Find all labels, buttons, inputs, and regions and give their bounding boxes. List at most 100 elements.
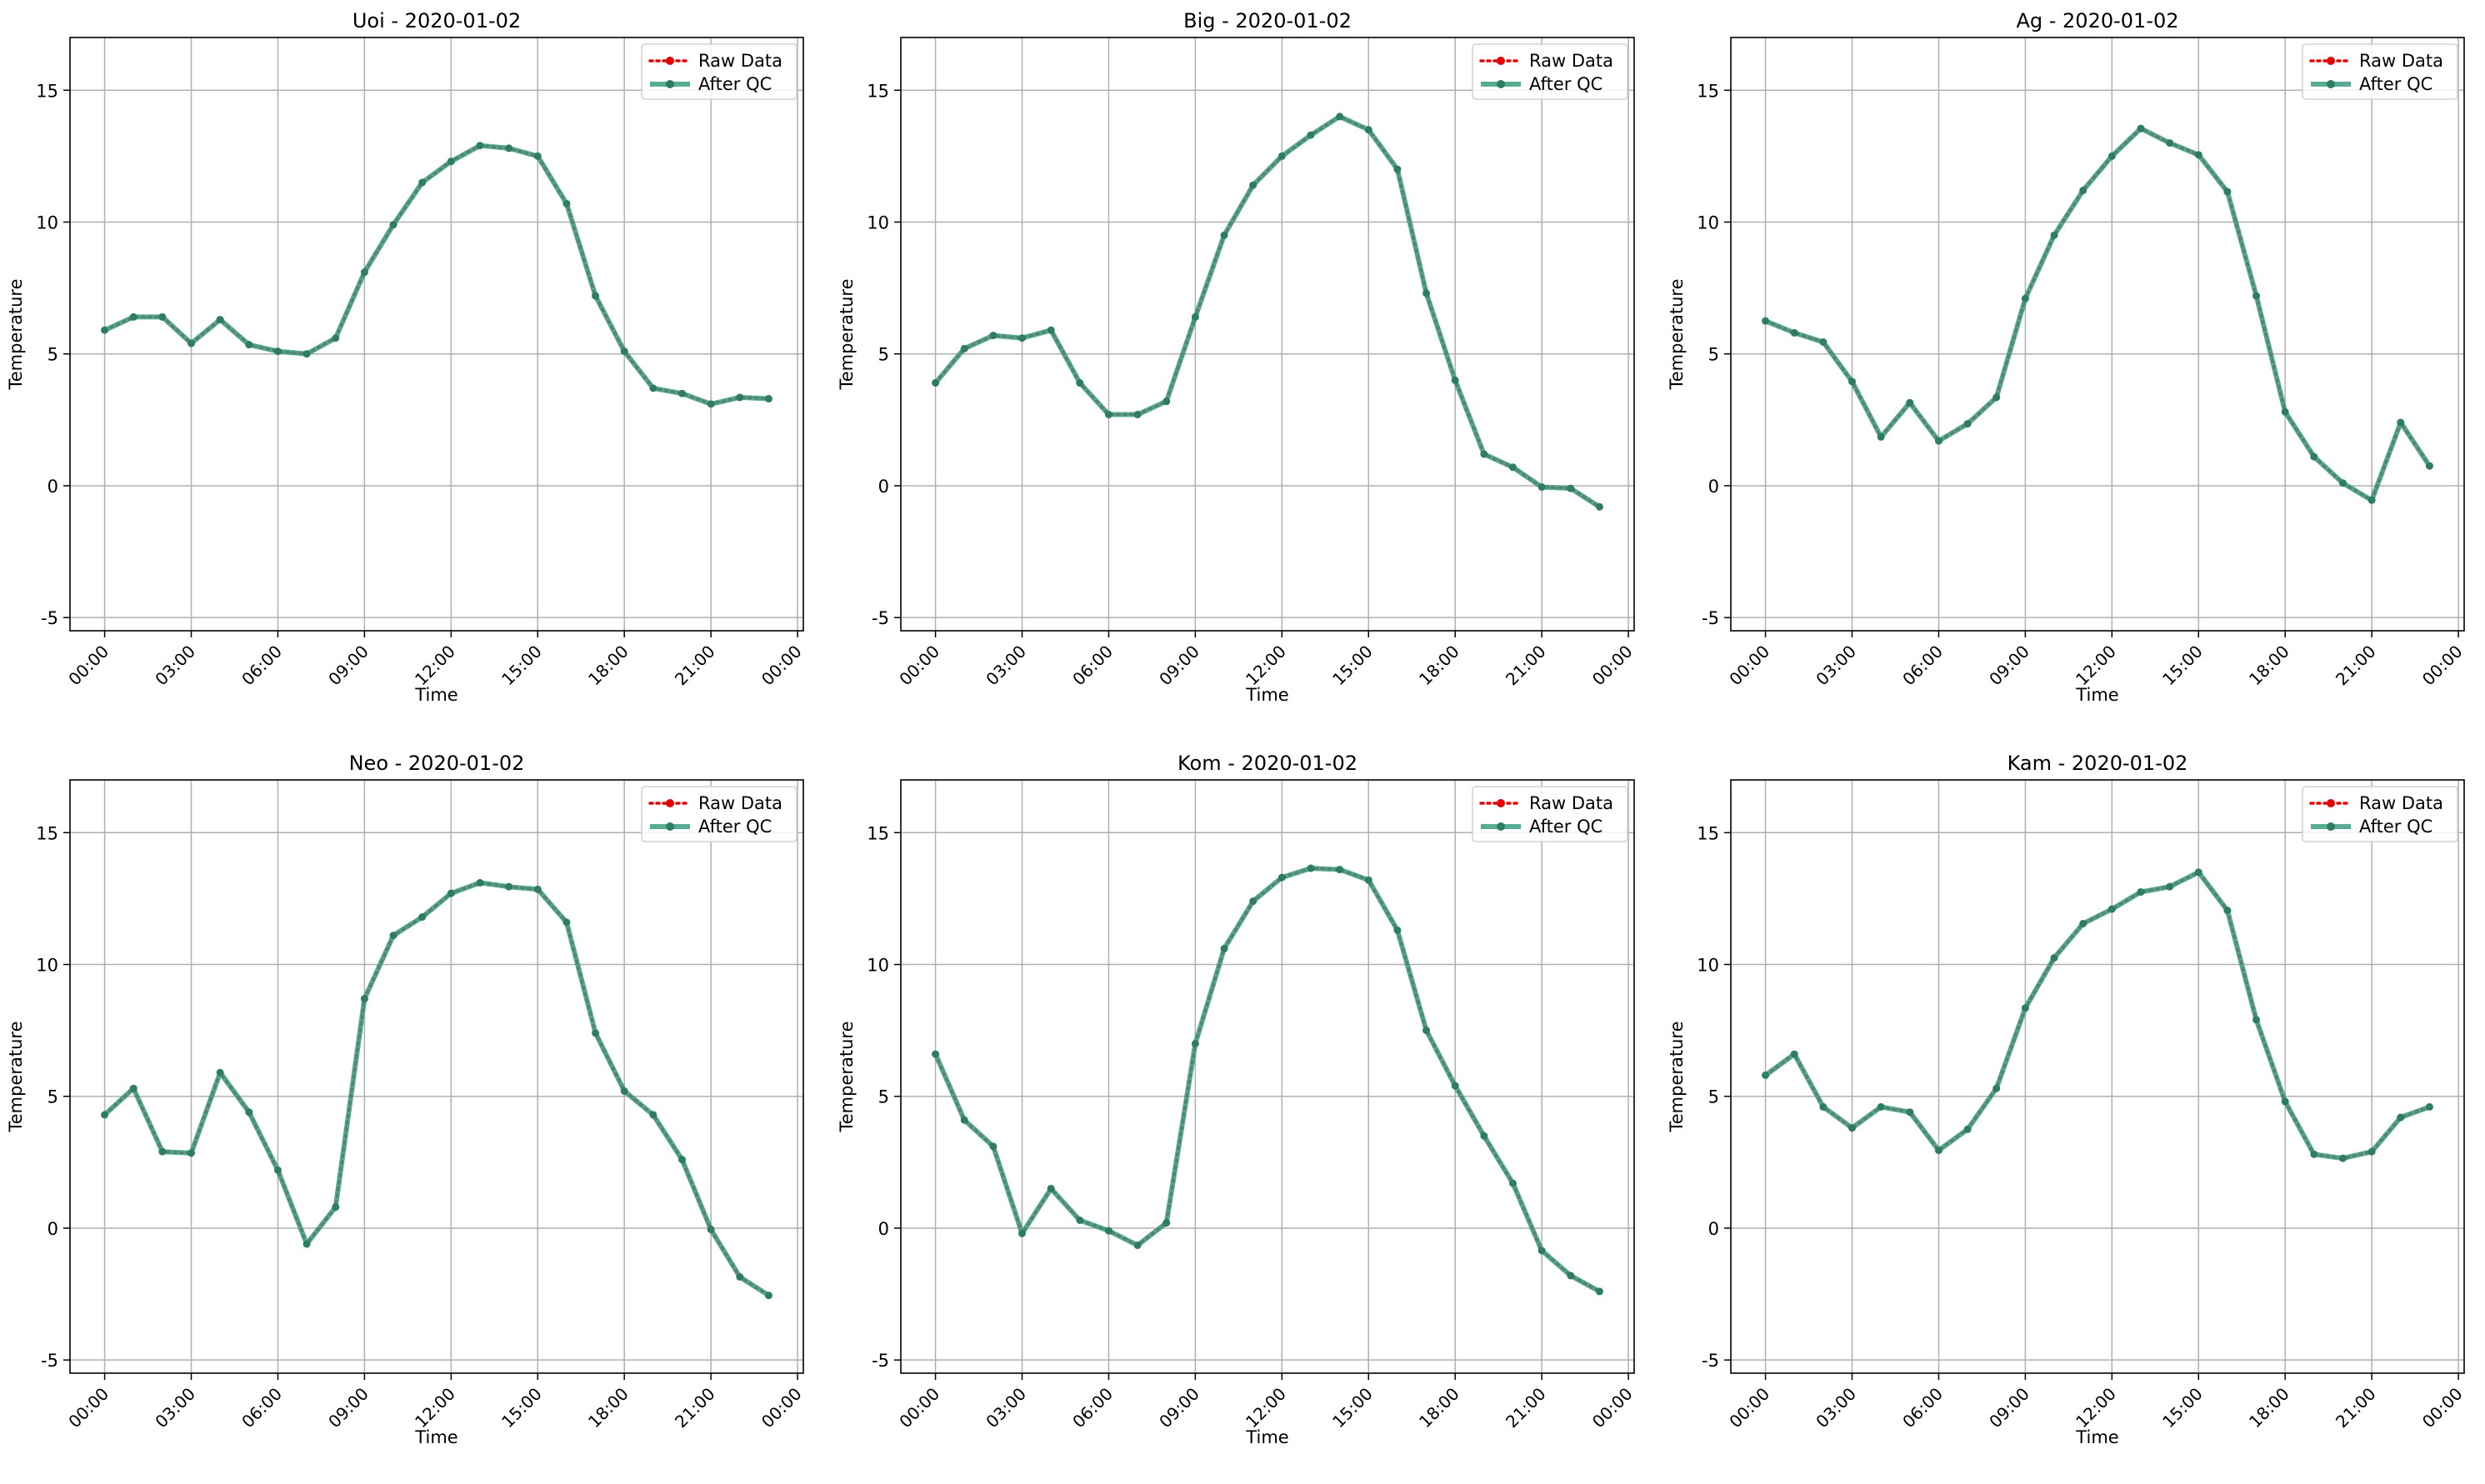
raw-data-line [102, 143, 771, 406]
after-qc-point [533, 152, 542, 160]
x-tick-label: 18:00 [1415, 642, 1463, 690]
after-qc-point [1508, 1179, 1517, 1187]
x-tick-label: 21:00 [2332, 642, 2380, 690]
series-after-qc [1762, 868, 2433, 1162]
after-qc-point [2397, 1113, 2405, 1122]
after-qc-point [1819, 1102, 1828, 1111]
y-axis-label: Temperature [837, 278, 857, 390]
x-tick-label: 00:00 [895, 642, 943, 690]
legend-raw-label: Raw Data [1529, 793, 1613, 813]
after-qc-point [1595, 502, 1603, 511]
after-qc-point [649, 384, 658, 392]
x-tick-label: 18:00 [2245, 1384, 2293, 1432]
chart-panel-2: Big - 2020-01-02 -5 0 5 10 15 00:00 03:00 06:00 0… [837, 9, 1637, 705]
series-after-qc [1762, 124, 2433, 504]
legend-raw-label: Raw Data [1529, 51, 1613, 71]
after-qc-point [1220, 231, 1228, 239]
y-tick-label: 15 [867, 81, 889, 101]
after-qc-point [2166, 139, 2174, 147]
y-tick-label: -5 [1702, 1351, 1719, 1371]
after-qc-point [1162, 1219, 1171, 1227]
x-tick-label: 03:00 [982, 1384, 1030, 1432]
after-qc-point [2338, 479, 2347, 487]
after-qc-point [158, 312, 167, 321]
after-qc-point [2310, 452, 2318, 461]
after-qc-point [1422, 1027, 1431, 1035]
x-tick-label: 09:00 [1155, 642, 1203, 690]
x-tick-label: 00:00 [895, 1384, 943, 1432]
after-qc-point [1047, 1184, 1055, 1192]
x-tick-label: 06:00 [238, 642, 286, 690]
legend-raw-marker [666, 799, 674, 807]
after-qc-point [245, 341, 253, 349]
y-tick-label: 5 [878, 1087, 889, 1107]
after-qc-point [302, 350, 311, 358]
x-tick-label: 00:00 [1588, 1384, 1637, 1432]
after-qc-point [1992, 1084, 2001, 1092]
after-qc-point [1307, 864, 1315, 872]
x-tick-label: 15:00 [1328, 1384, 1377, 1432]
x-tick-label: 12:00 [1242, 1384, 1290, 1432]
after-qc-point [1336, 112, 1344, 121]
after-qc-line [102, 142, 772, 407]
x-tick-label: 03:00 [1812, 1384, 1860, 1432]
y-tick-label: 10 [1697, 956, 1719, 976]
legend-raw-marker [666, 57, 674, 65]
x-tick-label: 00:00 [758, 1384, 806, 1432]
after-qc-point [562, 199, 571, 207]
series-raw-data [1762, 125, 2433, 504]
after-qc-point [960, 344, 968, 352]
series-after-qc [932, 864, 1603, 1296]
after-qc-point [2252, 292, 2261, 300]
after-qc-point [1906, 1108, 1914, 1117]
x-tick-label: 00:00 [2418, 642, 2467, 690]
after-qc-point [216, 1068, 224, 1077]
x-tick-label: 12:00 [2072, 1384, 2120, 1432]
series-raw-data [932, 865, 1603, 1295]
after-qc-point [2425, 1102, 2433, 1111]
after-qc-point [2223, 187, 2232, 196]
x-tick-label: 12:00 [411, 1384, 459, 1432]
y-tick-label: 10 [867, 213, 889, 233]
y-tick-label: 0 [1708, 477, 1719, 497]
after-qc-point [1133, 411, 1142, 419]
after-qc-point [245, 1108, 253, 1117]
after-qc-point [1278, 152, 1286, 160]
y-tick-label: 0 [878, 1219, 889, 1239]
series-after-qc [101, 142, 772, 408]
plot-frame [69, 779, 804, 1374]
legend-qc-label: After QC [1529, 817, 1602, 837]
plot-frame [1730, 37, 2465, 632]
y-tick-label: 0 [48, 1219, 58, 1239]
x-tick-label: 12:00 [2072, 642, 2120, 690]
y-tick-label: 5 [1708, 1087, 1719, 1107]
after-qc-point [1047, 326, 1055, 334]
x-axis-label: Time [1245, 685, 1288, 705]
x-tick-label: 00:00 [1725, 642, 1773, 690]
plot-frame [1730, 779, 2465, 1374]
after-qc-point [505, 882, 513, 891]
x-tick-label: 00:00 [758, 642, 806, 690]
x-tick-label: 12:00 [1242, 642, 1290, 690]
after-qc-point [2310, 1150, 2318, 1158]
after-qc-point [1249, 181, 1258, 189]
after-qc-point [332, 334, 340, 342]
x-tick-label: 18:00 [2245, 642, 2293, 690]
legend: Raw Data After QC [641, 786, 798, 842]
chart-title: Kom - 2020-01-02 [1178, 752, 1358, 775]
after-qc-point [989, 1142, 998, 1151]
legend-qc-marker [2327, 80, 2335, 88]
after-qc-point [1934, 1147, 1942, 1155]
after-qc-point [1508, 463, 1517, 472]
after-qc-point [1422, 289, 1431, 297]
grid [70, 37, 803, 631]
chart-panel-3: Ag - 2020-01-02 -5 0 5 10 15 00:00 03:00 06:00 09… [1667, 9, 2467, 705]
after-qc-point [1480, 450, 1488, 458]
x-axis-label: Time [414, 685, 458, 705]
after-qc-point [620, 347, 628, 356]
y-tick-label: -5 [872, 1351, 889, 1371]
legend-raw-marker [2327, 57, 2335, 65]
y-tick-label: -5 [41, 608, 58, 628]
after-qc-point [1278, 873, 1286, 882]
